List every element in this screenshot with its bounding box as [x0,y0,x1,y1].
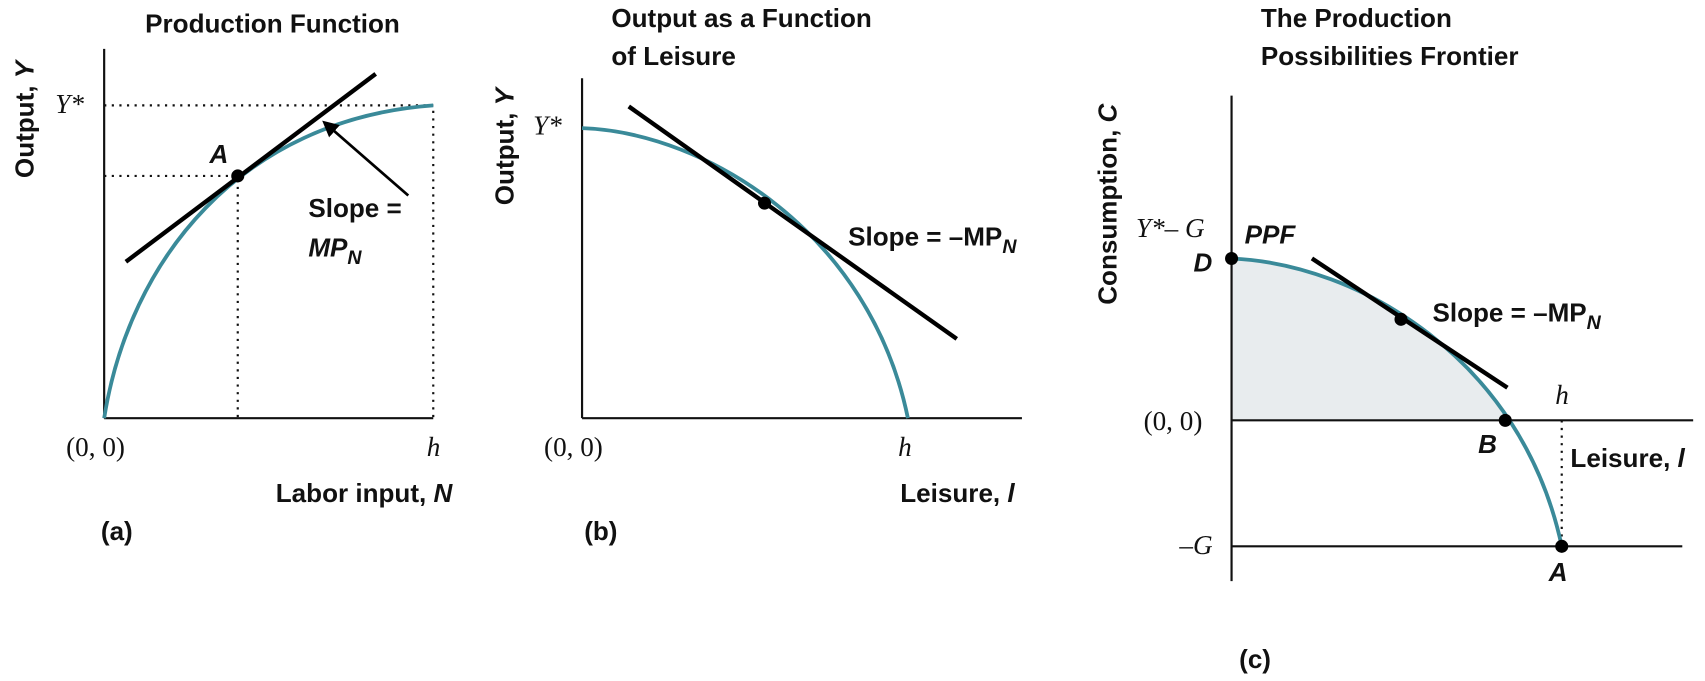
point-label: D [1194,248,1213,278]
x-axis-label: Leisure, l [900,478,1015,508]
sub: N [1002,236,1017,258]
slope-label: Slope = –MPN [848,221,1017,258]
origin: (0, 0) [544,432,603,462]
y-axis-label: Output, Y [10,58,40,178]
var: N [434,478,454,508]
text: Slope = –MP [1432,297,1586,327]
y-axis-label: Output, Y [490,85,520,205]
var: Y [490,85,520,105]
point-label: B [1478,429,1497,459]
slope-label: Slope = [308,193,401,223]
title: Output as a Function [611,3,871,33]
arrow [322,120,410,197]
label: Output, [10,85,40,178]
point [1498,413,1512,427]
caption: (c) [1239,644,1271,674]
point [1555,539,1569,553]
label: Leisure, [1570,443,1670,473]
y-mark: Y* [55,89,84,119]
x-end: h [427,432,441,462]
title: The Production [1261,3,1452,33]
caption: (a) [101,516,133,546]
text: Slope = –MP [848,221,1002,251]
mp: MP [308,232,348,262]
panel-a: Production Function Output, Y Y* A Slope… [10,9,454,546]
panel-b: Output as a Function of Leisure Output, … [490,3,1022,546]
var: Y [10,58,40,78]
point-label: A [1548,557,1568,587]
var: l [1678,443,1686,473]
label: Leisure, [900,478,1000,508]
label: Labor input, [276,478,426,508]
caption: (b) [584,516,617,546]
x-axis-label: Labor input, N [276,478,454,508]
curve [581,126,910,419]
feasible-area [1231,258,1510,421]
origin: (0, 0) [1144,406,1203,436]
title: Production Function [145,9,400,39]
panel-c: The Production Possibilities Frontier Co… [1092,3,1694,674]
title: of Leisure [611,41,735,71]
y-mark: Y* [533,111,562,141]
origin: (0, 0) [66,432,125,462]
curve [102,103,434,419]
point [231,169,245,183]
tangent [1310,256,1509,390]
point-label: A [209,139,229,169]
label: Consumption, [1092,130,1122,305]
var: l [1007,478,1015,508]
slope-label: MPN [308,232,362,269]
tangent [627,104,959,341]
curve-label: PPF [1245,219,1297,249]
x-end: h [898,432,912,462]
y-mark: Y*– G [1136,213,1205,243]
sub: N [1587,312,1602,334]
point [1225,251,1239,266]
x-end: h [1555,380,1569,410]
point [758,196,772,210]
y-axis-label: Consumption, C [1092,102,1122,304]
label: Output, [490,113,520,206]
y-low: –G [1178,530,1213,560]
x-axis-label: Leisure, l [1570,443,1685,473]
title: Possibilities Frontier [1261,41,1519,71]
sub: N [347,247,362,269]
tangent [124,72,377,264]
var: C [1092,102,1122,122]
point [1394,312,1408,326]
slope-label: Slope = –MPN [1432,297,1601,334]
